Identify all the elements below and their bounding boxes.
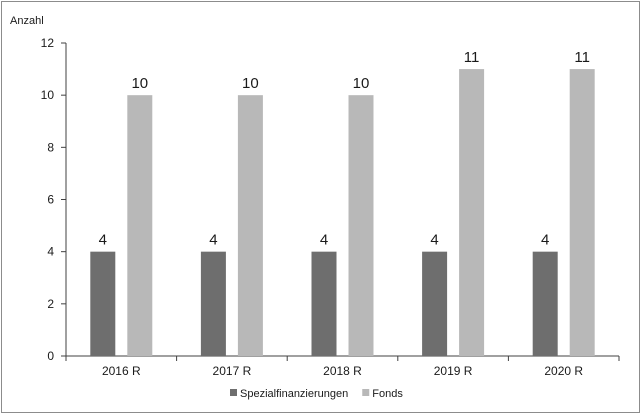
- y-tick-label: 6: [47, 193, 54, 207]
- data-label: 11: [574, 49, 590, 66]
- y-tick-label: 8: [47, 140, 54, 154]
- legend-label: Spezialfinanzierungen: [240, 388, 348, 400]
- x-tick-label: 2016 R: [102, 364, 141, 378]
- data-label: 4: [209, 232, 217, 249]
- legend-swatch: [362, 389, 370, 396]
- bar-spezialfinanzierungen: [532, 251, 558, 356]
- data-label: 11: [464, 49, 480, 66]
- bar-spezialfinanzierungen: [200, 251, 226, 356]
- x-tick-label: 2020 R: [544, 364, 583, 378]
- data-label: 4: [541, 232, 549, 249]
- y-tick-label: 0: [47, 349, 54, 363]
- y-axis-title: Anzahl: [10, 15, 44, 27]
- data-label: 10: [131, 75, 148, 92]
- y-tick-label: 2: [47, 297, 54, 311]
- data-label: 4: [320, 232, 328, 249]
- y-axis: 0 2 4 6 8 10 12: [41, 36, 67, 363]
- legend: Spezialfinanzierungen Fonds: [230, 388, 403, 400]
- bar-fonds: [459, 69, 485, 356]
- y-tick-label: 10: [41, 88, 55, 102]
- x-tick-label: 2017 R: [213, 364, 252, 378]
- bar-fonds: [569, 69, 595, 356]
- y-tick-label: 4: [47, 245, 54, 259]
- y-tick-label: 12: [41, 36, 55, 50]
- bar-spezialfinanzierungen: [422, 251, 448, 356]
- bar-fonds: [237, 95, 263, 357]
- x-tick-label: 2019 R: [434, 364, 473, 378]
- bar-fonds: [127, 95, 153, 357]
- data-label: 4: [430, 232, 438, 249]
- data-label: 4: [99, 232, 107, 249]
- bar-spezialfinanzierungen: [90, 251, 116, 356]
- data-label: 10: [242, 75, 259, 92]
- x-tick-label: 2018 R: [323, 364, 362, 378]
- bar-spezialfinanzierungen: [311, 251, 337, 356]
- bar-fonds: [348, 95, 374, 357]
- x-axis: 2016 R 2017 R 2018 R 2019 R 2020 R: [65, 355, 620, 378]
- data-label: 10: [353, 75, 370, 92]
- legend-label: Fonds: [372, 388, 403, 400]
- bar-series: 4 4 4 4 4 10 10 10 11 11: [90, 49, 595, 357]
- legend-swatch: [230, 389, 237, 396]
